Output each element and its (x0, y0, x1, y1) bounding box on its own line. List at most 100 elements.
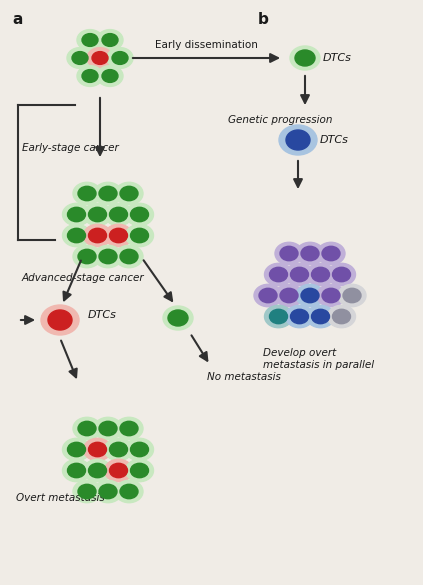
Ellipse shape (110, 463, 127, 478)
Ellipse shape (102, 70, 118, 82)
Ellipse shape (322, 288, 340, 302)
Ellipse shape (264, 305, 292, 328)
Ellipse shape (290, 46, 320, 70)
Ellipse shape (280, 288, 298, 302)
Ellipse shape (41, 305, 79, 335)
Ellipse shape (67, 47, 93, 68)
Ellipse shape (77, 66, 103, 87)
Ellipse shape (83, 224, 112, 247)
Ellipse shape (83, 438, 112, 461)
Ellipse shape (83, 204, 112, 226)
Ellipse shape (104, 204, 132, 226)
Ellipse shape (88, 463, 107, 478)
Text: DTCs: DTCs (320, 135, 349, 145)
Text: DTCs: DTCs (88, 310, 116, 320)
Ellipse shape (254, 284, 282, 307)
Ellipse shape (73, 183, 101, 205)
Ellipse shape (87, 47, 113, 68)
Ellipse shape (126, 224, 154, 247)
Ellipse shape (332, 267, 351, 282)
Ellipse shape (68, 442, 85, 457)
Ellipse shape (327, 305, 355, 328)
Text: DTCs: DTCs (323, 53, 352, 63)
Ellipse shape (275, 242, 303, 264)
Ellipse shape (63, 438, 91, 461)
Ellipse shape (269, 267, 288, 282)
Ellipse shape (115, 480, 143, 503)
Ellipse shape (78, 484, 96, 498)
Ellipse shape (131, 207, 148, 222)
Ellipse shape (73, 245, 101, 268)
Ellipse shape (88, 228, 107, 243)
Ellipse shape (78, 249, 96, 264)
Ellipse shape (301, 288, 319, 302)
Ellipse shape (73, 417, 101, 440)
Ellipse shape (94, 245, 122, 268)
Ellipse shape (97, 30, 123, 50)
Ellipse shape (92, 51, 108, 64)
Ellipse shape (291, 267, 308, 282)
Ellipse shape (279, 125, 317, 155)
Ellipse shape (97, 66, 123, 87)
Ellipse shape (332, 309, 351, 324)
Ellipse shape (120, 421, 138, 436)
Ellipse shape (163, 306, 193, 330)
Ellipse shape (168, 310, 188, 326)
Ellipse shape (296, 284, 324, 307)
Ellipse shape (78, 186, 96, 201)
Ellipse shape (296, 242, 324, 264)
Ellipse shape (104, 438, 132, 461)
Ellipse shape (120, 186, 138, 201)
Ellipse shape (112, 51, 128, 64)
Ellipse shape (280, 246, 298, 261)
Ellipse shape (68, 207, 85, 222)
Ellipse shape (77, 30, 103, 50)
Ellipse shape (82, 33, 98, 46)
Ellipse shape (102, 33, 118, 46)
Ellipse shape (317, 284, 345, 307)
Ellipse shape (78, 421, 96, 436)
Ellipse shape (115, 417, 143, 440)
Ellipse shape (126, 204, 154, 226)
Ellipse shape (94, 183, 122, 205)
Ellipse shape (63, 459, 91, 481)
Ellipse shape (120, 249, 138, 264)
Ellipse shape (94, 480, 122, 503)
Ellipse shape (291, 309, 308, 324)
Ellipse shape (120, 484, 138, 498)
Ellipse shape (88, 442, 107, 457)
Ellipse shape (327, 263, 355, 285)
Ellipse shape (264, 263, 292, 285)
Ellipse shape (99, 186, 117, 201)
Ellipse shape (82, 70, 98, 82)
Ellipse shape (338, 284, 366, 307)
Ellipse shape (110, 207, 127, 222)
Text: Early-stage cancer: Early-stage cancer (22, 143, 119, 153)
Text: a: a (12, 12, 22, 27)
Ellipse shape (311, 309, 330, 324)
Ellipse shape (259, 288, 277, 302)
Ellipse shape (99, 484, 117, 498)
Ellipse shape (286, 263, 313, 285)
Ellipse shape (115, 245, 143, 268)
Ellipse shape (286, 305, 313, 328)
Ellipse shape (63, 224, 91, 247)
Ellipse shape (73, 480, 101, 503)
Ellipse shape (343, 288, 361, 302)
Ellipse shape (68, 463, 85, 478)
Ellipse shape (131, 442, 148, 457)
Text: Genetic progression: Genetic progression (228, 115, 332, 125)
Text: Develop overt
metastasis in parallel: Develop overt metastasis in parallel (263, 348, 374, 370)
Ellipse shape (131, 463, 148, 478)
Ellipse shape (131, 228, 148, 243)
Ellipse shape (107, 47, 133, 68)
Ellipse shape (110, 228, 127, 243)
Ellipse shape (286, 130, 310, 150)
Ellipse shape (307, 263, 335, 285)
Ellipse shape (63, 204, 91, 226)
Text: b: b (258, 12, 269, 27)
Ellipse shape (83, 459, 112, 481)
Ellipse shape (94, 417, 122, 440)
Text: Advanced-stage cancer: Advanced-stage cancer (22, 273, 145, 283)
Ellipse shape (295, 50, 315, 66)
